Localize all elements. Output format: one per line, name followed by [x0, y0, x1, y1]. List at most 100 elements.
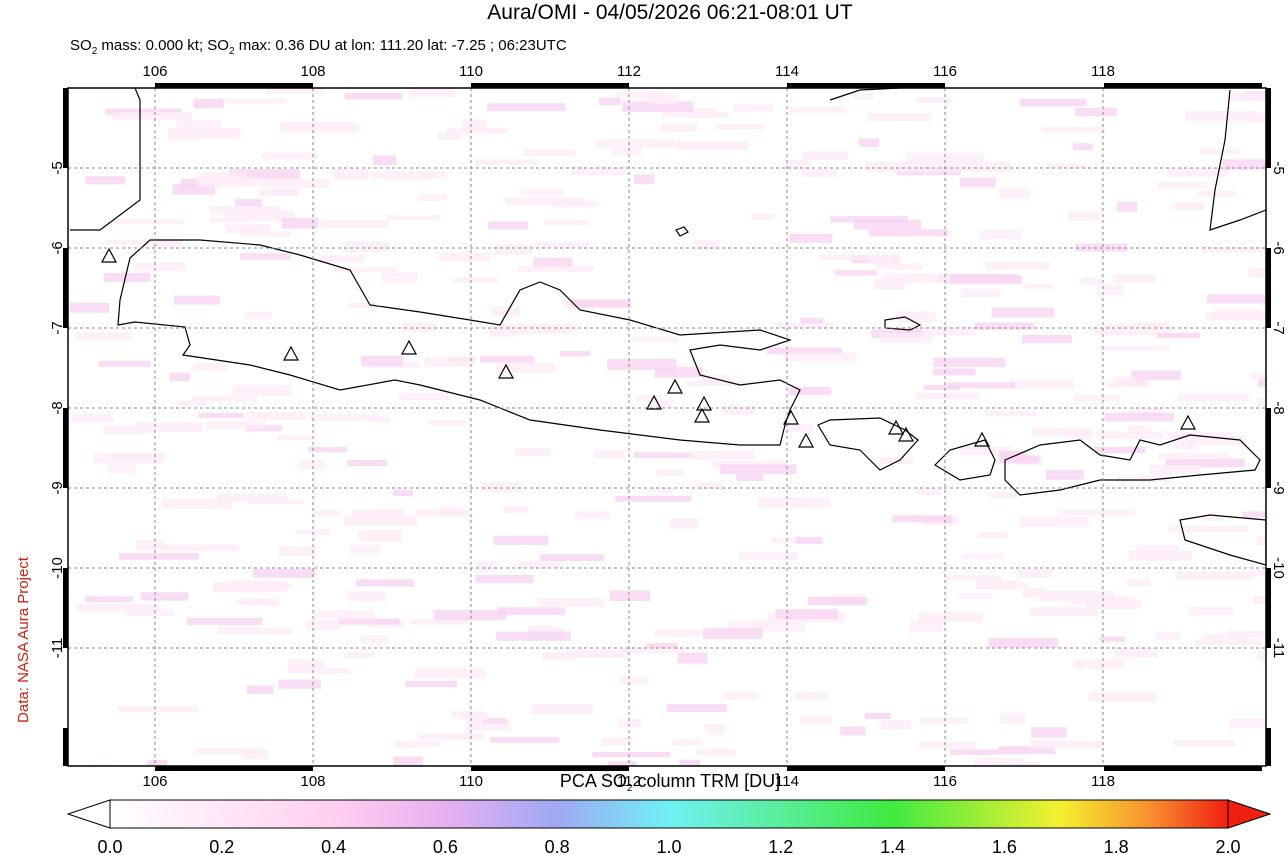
volcanoes	[100, 247, 1197, 448]
so2-pixel	[1157, 332, 1200, 339]
so2-pixel	[693, 239, 720, 251]
so2-pixel	[180, 178, 202, 189]
so2-pixel	[105, 108, 182, 116]
so2-pixel	[246, 685, 274, 694]
so2-pixel	[1222, 159, 1266, 170]
so2-pixel	[343, 515, 418, 526]
so2-pixel	[332, 168, 369, 180]
so2-pixel	[1149, 464, 1201, 475]
so2-pixel	[491, 306, 521, 317]
lon-label-top: 118	[1091, 63, 1115, 80]
so2-pixel	[259, 189, 300, 197]
so2-pixel	[105, 239, 181, 245]
lat-label-left: -5	[49, 161, 66, 174]
so2-pixel	[114, 219, 185, 225]
so2-pixel	[722, 691, 758, 700]
frame-bar	[1266, 88, 1271, 168]
so2-pixel	[1166, 167, 1230, 177]
so2-pixel	[459, 712, 488, 720]
so2-pixel	[1197, 190, 1236, 197]
so2-pixel	[647, 487, 674, 494]
volcano	[400, 339, 418, 355]
so2-pixel	[570, 166, 626, 176]
so2-pixel	[1011, 379, 1074, 390]
so2-pixel	[705, 724, 726, 735]
so2-pixel	[1038, 590, 1114, 602]
so2-pixel	[999, 713, 1025, 724]
so2-pixel	[959, 446, 1012, 456]
lat-label-left: -11	[49, 638, 66, 659]
so2-pixel	[343, 241, 390, 252]
so2-pixel	[975, 322, 1034, 330]
so2-pixel	[540, 554, 605, 562]
lat-label-left: -8	[49, 401, 66, 414]
so2-pixel	[433, 609, 506, 621]
so2-pixel	[1019, 516, 1089, 527]
so2-pixel	[733, 104, 773, 112]
so2-pixel	[1249, 112, 1266, 123]
so2-pixel	[542, 652, 574, 660]
so2-pixel	[1021, 334, 1072, 344]
so2-pixel	[869, 229, 948, 237]
so2-pixel	[398, 393, 449, 400]
so2-pixel	[337, 618, 400, 625]
so2-pixel	[1172, 202, 1204, 211]
so2-pixel	[531, 704, 593, 715]
so2-pixel	[371, 170, 439, 180]
so2-pixel	[1199, 148, 1241, 155]
so2-pixel	[310, 413, 377, 421]
so2-pixel	[775, 609, 838, 620]
so2-pixel	[344, 92, 403, 100]
so2-pixel	[1188, 606, 1234, 616]
lon-label-bottom: 108	[300, 773, 325, 790]
so2-pixel	[446, 127, 508, 134]
so2-pixel	[915, 392, 980, 400]
so2-pixel	[695, 482, 724, 490]
so2-pixel	[1253, 595, 1266, 605]
so2-pixel	[685, 380, 745, 387]
so2-pixel	[305, 619, 340, 631]
volcano	[695, 395, 713, 411]
so2-pixel	[601, 737, 633, 746]
so2-pixel	[720, 464, 797, 474]
so2-pixel	[766, 347, 842, 355]
so2-pixel	[480, 355, 535, 363]
so2-pixel	[480, 482, 522, 493]
so2-pixel	[123, 609, 174, 616]
so2-pixel	[1094, 324, 1171, 335]
so2-pixel	[1094, 446, 1146, 454]
so2-pixel	[1136, 544, 1179, 555]
so2-pixel	[701, 374, 729, 386]
so2-pixel	[244, 311, 272, 319]
colorbar-tick-label: 1.6	[992, 837, 1017, 855]
so2-pixel	[361, 355, 403, 367]
so2-pixel	[923, 384, 960, 391]
so2-pixel	[1169, 525, 1250, 532]
so2-pixel	[879, 457, 914, 465]
so2-pixel	[594, 450, 625, 459]
so2-pixel	[689, 450, 755, 460]
colorbar-tick-label: 1.2	[768, 837, 793, 855]
so2-pixel	[176, 120, 221, 130]
so2-pixel	[70, 302, 110, 313]
so2-pixel	[607, 761, 637, 766]
so2-pixel	[905, 153, 984, 164]
so2-pixel	[394, 741, 441, 748]
volcano	[897, 426, 915, 442]
subscript: 2	[92, 46, 98, 57]
so2-pixel	[615, 495, 692, 502]
lon-label-bottom: 114	[775, 773, 799, 790]
so2-pixel	[959, 177, 996, 188]
so2-pixel	[654, 366, 703, 378]
so2-pixel	[788, 106, 846, 113]
so2-pixel	[666, 704, 728, 713]
colorbar-tick-label: 0.8	[545, 837, 570, 855]
frame-bar	[1104, 83, 1262, 88]
so2-pixel	[1024, 284, 1054, 290]
so2-pixel	[103, 272, 151, 282]
so2-pixel	[959, 593, 993, 600]
so2-pixel	[210, 206, 280, 215]
so2-pixel	[1226, 93, 1266, 102]
so2-pixel	[998, 188, 1030, 199]
so2-pixel	[660, 123, 698, 132]
